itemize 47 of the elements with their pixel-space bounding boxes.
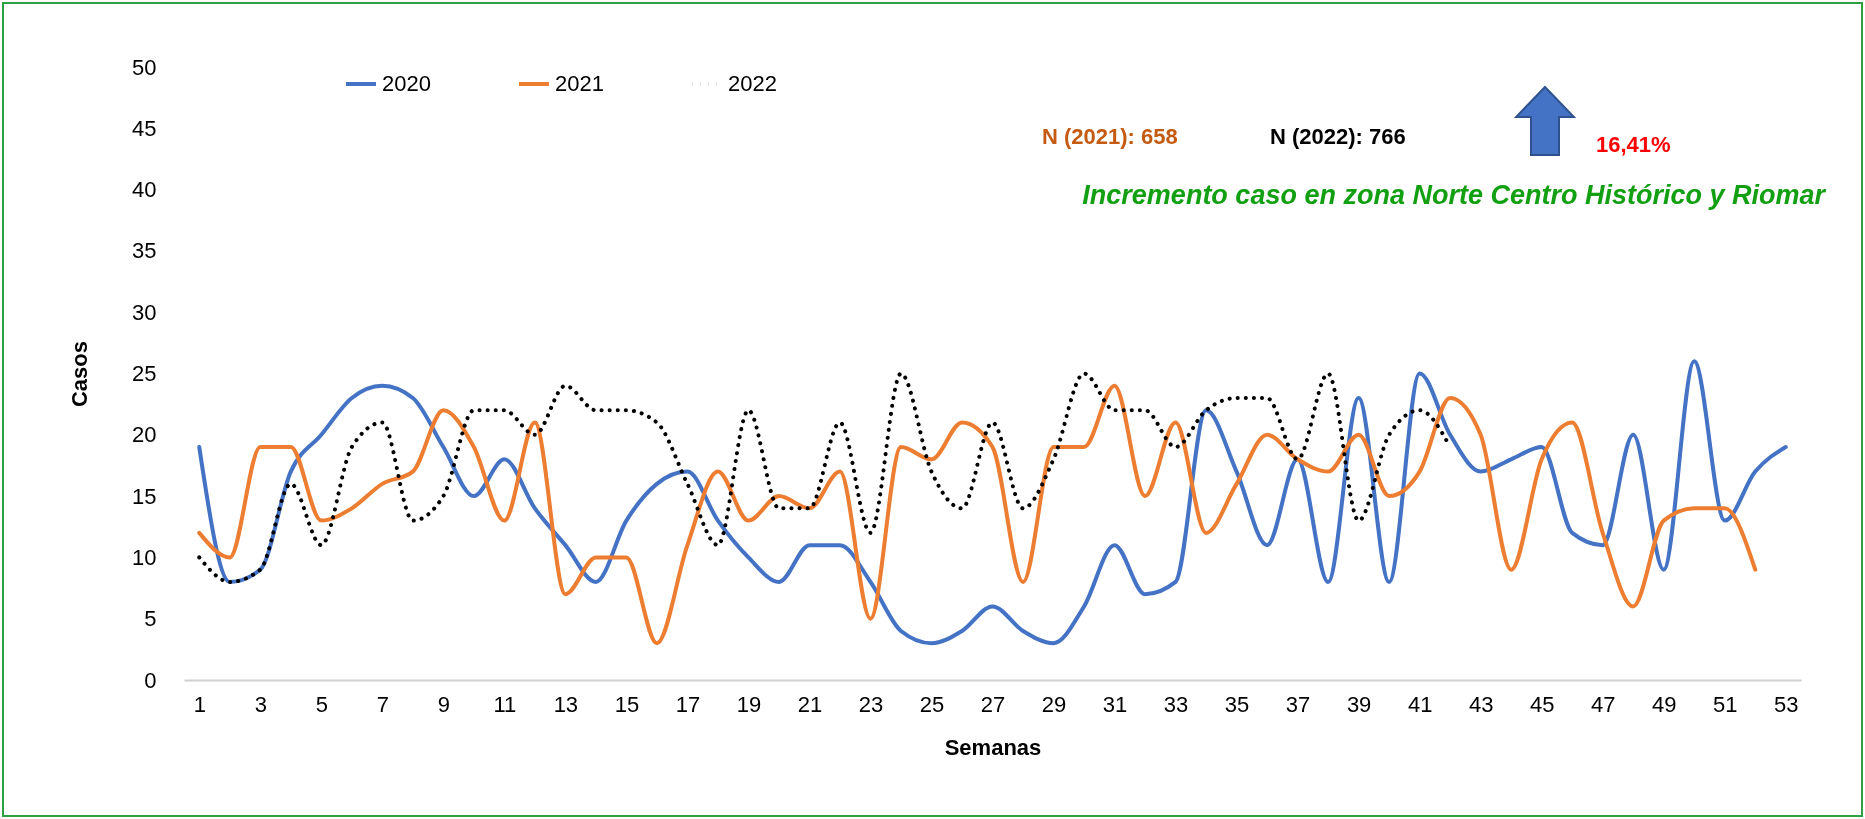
y-tick-label: 20 bbox=[132, 422, 157, 448]
x-tick-label: 25 bbox=[919, 691, 945, 717]
x-tick-label: 7 bbox=[376, 691, 389, 717]
y-tick-label: 50 bbox=[132, 54, 157, 80]
x-tick-label: 21 bbox=[797, 691, 823, 717]
y-tick-label: 15 bbox=[132, 483, 157, 509]
x-tick-label: 3 bbox=[254, 691, 267, 717]
x-tick-label: 33 bbox=[1163, 691, 1189, 717]
y-tick-label: 45 bbox=[132, 115, 157, 141]
x-tick-label: 5 bbox=[315, 691, 328, 717]
x-tick-label: 27 bbox=[980, 691, 1006, 717]
y-tick-label: 40 bbox=[132, 177, 157, 203]
y-tick-label: 10 bbox=[132, 544, 157, 570]
y-axis-title: Casos bbox=[67, 340, 93, 408]
x-tick-label: 1 bbox=[193, 691, 206, 717]
x-axis-title: Semanas bbox=[944, 734, 1042, 760]
x-tick-label: 29 bbox=[1041, 691, 1067, 717]
annotation: 16,41% bbox=[1596, 132, 1671, 158]
x-tick-label: 11 bbox=[493, 691, 517, 717]
legend-label: 2021 bbox=[555, 71, 604, 96]
legend-label: 2020 bbox=[382, 71, 431, 96]
x-tick-label: 15 bbox=[614, 691, 640, 717]
x-tick-label: 39 bbox=[1346, 691, 1372, 717]
x-tick-label: 35 bbox=[1224, 691, 1250, 717]
x-tick-label: 43 bbox=[1468, 691, 1494, 717]
legend-label: 2022 bbox=[728, 71, 777, 96]
annotation: Incremento caso en zona Norte Centro Histórico y Riomar bbox=[1082, 180, 1825, 211]
y-tick-label: 30 bbox=[132, 299, 157, 325]
y-tick-label: 5 bbox=[144, 606, 157, 632]
x-tick-label: 13 bbox=[553, 691, 579, 717]
x-tick-label: 45 bbox=[1529, 691, 1555, 717]
annotation: N (2021): 658 bbox=[1042, 124, 1178, 150]
x-tick-label: 9 bbox=[437, 691, 450, 717]
x-tick-label: 49 bbox=[1651, 691, 1677, 717]
x-tick-label: 41 bbox=[1407, 691, 1433, 717]
x-tick-label: 31 bbox=[1102, 691, 1128, 717]
annotation: N (2022): 766 bbox=[1270, 124, 1406, 150]
y-tick-label: 25 bbox=[132, 361, 157, 386]
x-tick-label: 17 bbox=[675, 691, 701, 717]
x-tick-label: 53 bbox=[1774, 691, 1799, 717]
x-tick-label: 51 bbox=[1712, 691, 1738, 717]
x-tick-label: 37 bbox=[1285, 691, 1311, 717]
x-tick-label: 23 bbox=[858, 691, 884, 717]
y-tick-label: 0 bbox=[144, 667, 157, 693]
x-tick-label: 47 bbox=[1590, 691, 1616, 717]
x-tick-label: 19 bbox=[736, 691, 762, 717]
y-tick-label: 35 bbox=[132, 238, 157, 264]
